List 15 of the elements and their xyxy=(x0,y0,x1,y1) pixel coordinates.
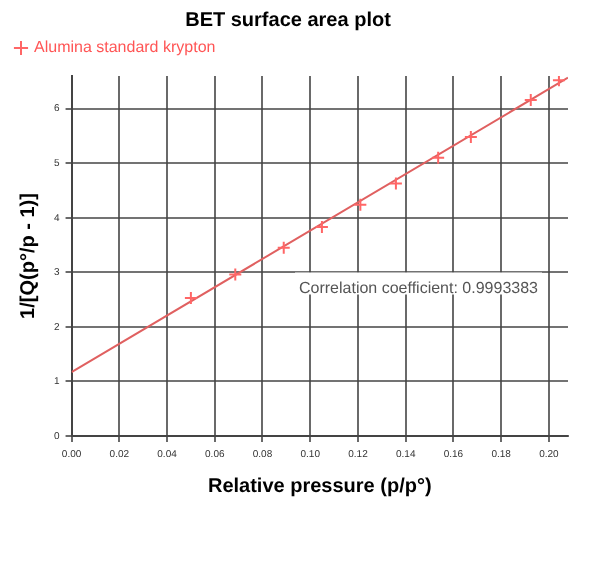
point xyxy=(276,240,291,255)
legend-label: Alumina standard krypton xyxy=(34,38,216,57)
point xyxy=(463,130,478,145)
annotation: Correlation coefficient: 0.9993383 xyxy=(299,278,540,297)
x-axis-title: Relative pressure (p/p°) xyxy=(207,475,432,498)
y-axis-title: 1/[Q(p°/p - 1)] xyxy=(17,193,40,319)
point xyxy=(353,197,368,212)
point xyxy=(314,220,329,235)
point xyxy=(431,150,446,165)
point xyxy=(551,76,566,88)
point xyxy=(228,267,243,282)
point xyxy=(183,291,198,305)
point xyxy=(388,176,403,191)
chart-title: BET surface area plot xyxy=(185,9,393,32)
point xyxy=(523,93,538,107)
